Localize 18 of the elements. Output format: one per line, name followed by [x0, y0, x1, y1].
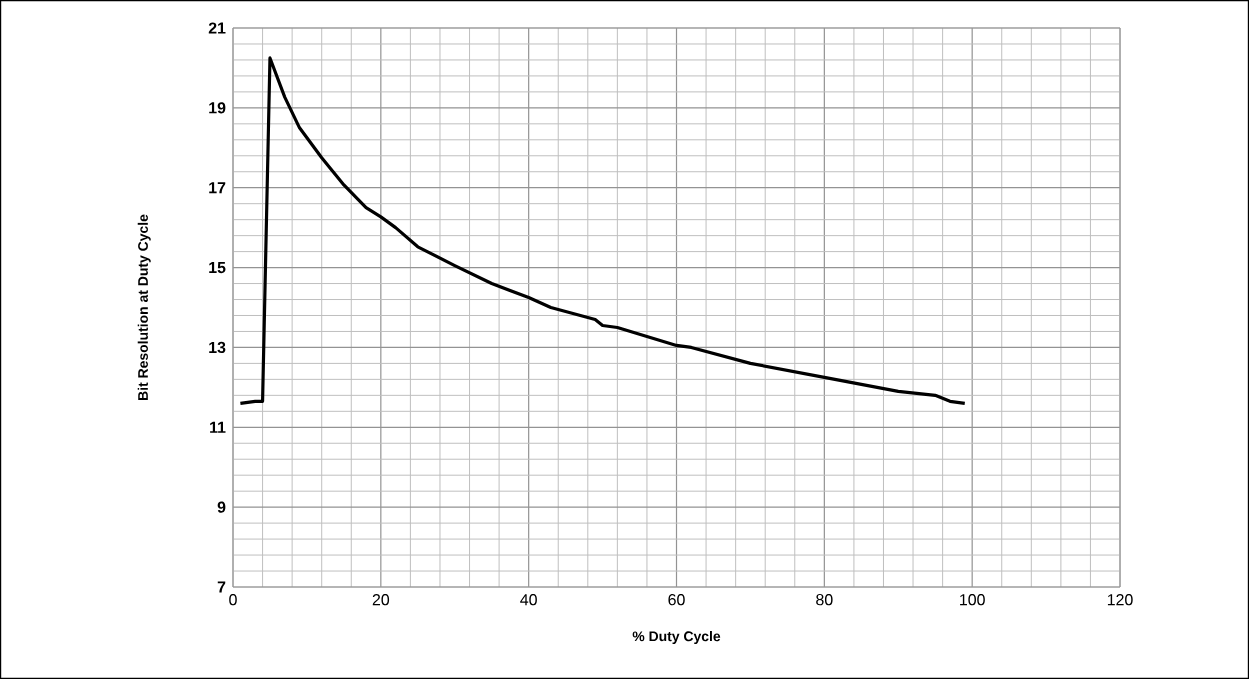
x-tick-label: 60 [668, 594, 685, 606]
y-tick-label: 17 [209, 182, 226, 194]
y-tick-label: 13 [209, 341, 226, 354]
x-tick-label: 80 [816, 594, 833, 606]
x-tick-label: 100 [960, 594, 985, 606]
line-series [238, 56, 967, 405]
x-tick-label: 120 [1107, 594, 1133, 606]
y-tick-label: 7 [217, 581, 226, 593]
y-tick-label: 15 [209, 262, 226, 274]
y-tick-label: 9 [217, 501, 226, 513]
y-tick-label: 21 [208, 22, 226, 34]
x-axis-title: % Duty Cycle [632, 630, 721, 644]
y-axis-title: Bit Resolution at Duty Cycle [137, 214, 151, 400]
y-tick-label: 19 [209, 102, 226, 114]
x-tick-label: 0 [229, 594, 237, 606]
x-tick-label: 40 [520, 594, 537, 606]
x-tick-label: 20 [372, 594, 390, 606]
y-tick-label: 11 [210, 421, 226, 433]
